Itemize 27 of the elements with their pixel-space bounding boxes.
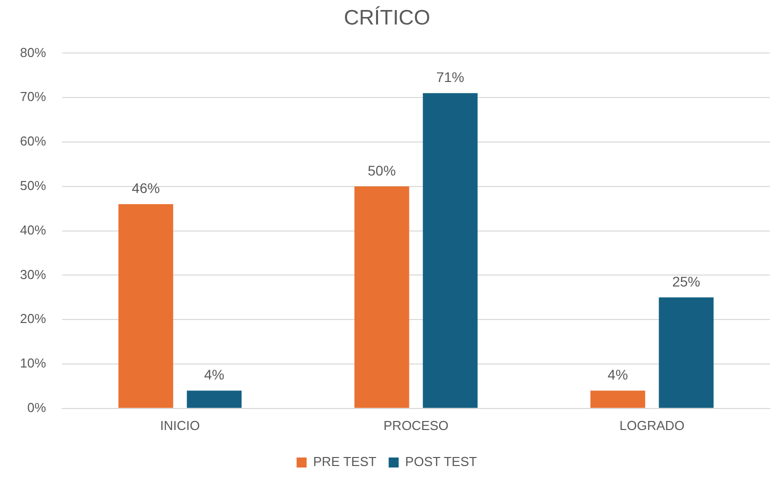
bar [590,390,646,408]
bar [118,204,174,408]
data-label: 71% [436,69,464,86]
data-label: 46% [132,180,160,196]
x-tick-label: LOGRADO [619,418,685,433]
y-tick-label: 20% [20,311,46,326]
bar [658,297,714,408]
y-tick-label: 40% [20,222,46,238]
legend-label: POST TEST [405,454,477,470]
data-label: 25% [672,273,700,290]
y-tick-label: 0% [27,400,46,415]
data-label: 4% [608,366,628,382]
bar [422,93,478,408]
x-tick-label: PROCESO [384,418,449,433]
data-label: 50% [368,162,396,178]
y-tick-label: 60% [20,134,46,149]
chart-title: CRÍTICO [344,5,430,30]
data-label: 4% [204,366,224,382]
y-tick-label: 70% [20,89,46,104]
y-tick-label: 50% [20,178,46,193]
y-tick-label: 80% [20,44,46,60]
bar [354,186,410,408]
x-tick-label: INICIO [160,418,200,433]
legend-label: PRE TEST [313,454,376,470]
bar [186,390,242,408]
y-tick-label: 10% [20,356,46,371]
y-tick-label: 30% [20,266,46,282]
